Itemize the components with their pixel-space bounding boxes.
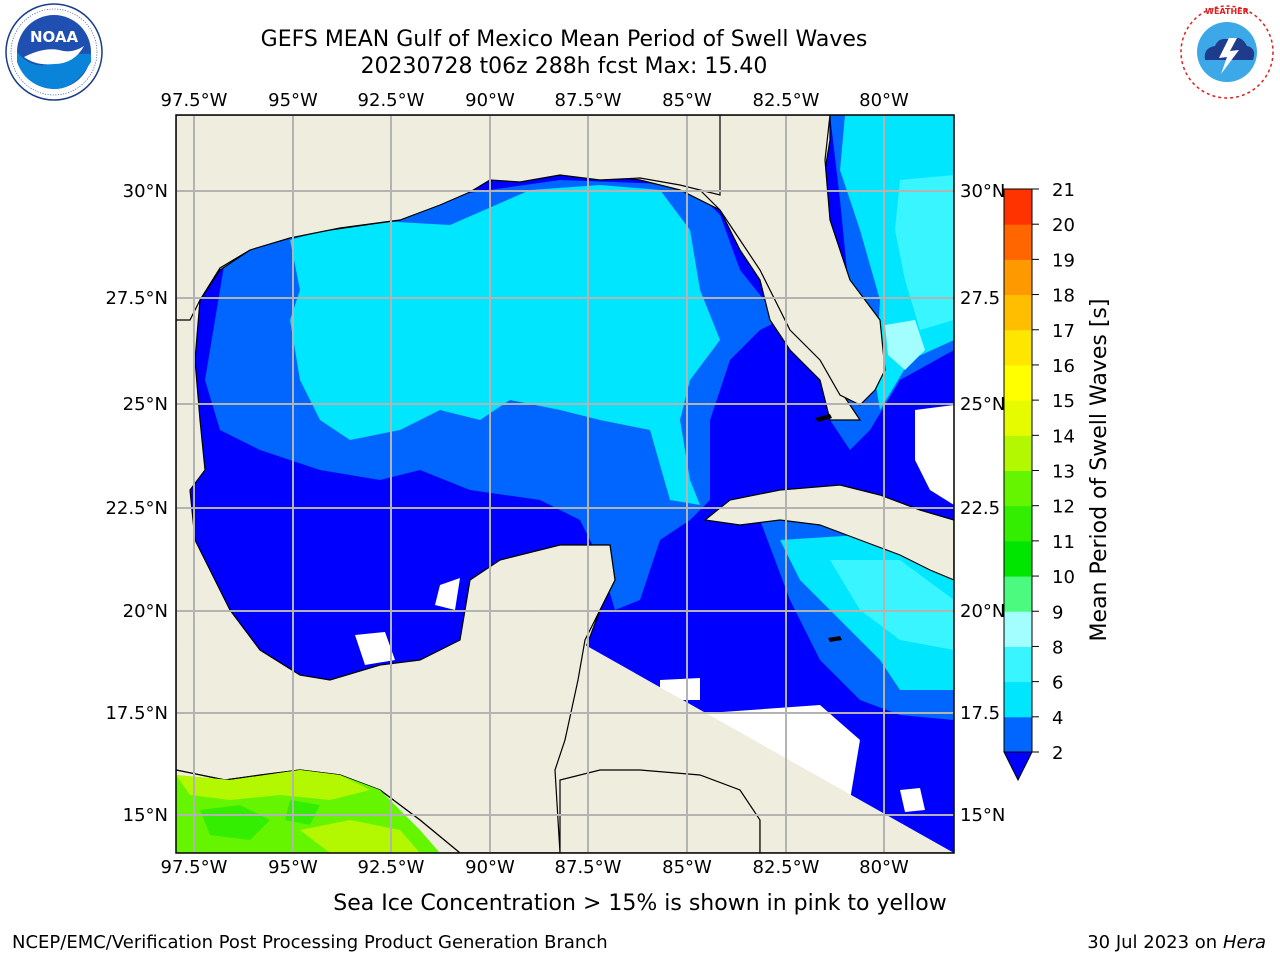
colorbar-swatch — [1004, 189, 1032, 225]
national-weather-service-logo: WEATHER — [1180, 5, 1274, 99]
colorbar-tick-label: 10 — [1052, 567, 1075, 588]
no-data-patch — [915, 405, 954, 505]
colorbar-tick-label: 17 — [1052, 321, 1075, 342]
lat-ticks-left: 30°N 27.5°N 25°N 22.5°N 20°N 17.5°N 15°N — [105, 181, 168, 826]
noaa-logo: NOAA — [5, 3, 103, 101]
lon-tick-top: 80°W — [859, 90, 909, 111]
chart-title: GEFS MEAN Gulf of Mexico Mean Period of … — [260, 27, 868, 52]
lon-tick-top: 87.5°W — [555, 90, 622, 111]
land-florida — [699, 115, 886, 406]
lon-tick-bottom: 95°W — [268, 857, 318, 878]
colorbar-tick-label: 19 — [1052, 250, 1075, 271]
colorbar-extend-arrow — [1003, 751, 1033, 782]
swell-field-8-9s — [885, 320, 925, 370]
lon-tick-bottom: 97.5°W — [161, 857, 228, 878]
colorbar-tick-label: 8 — [1052, 637, 1063, 658]
chart-subtitle: 20230728 t06z 288h fcst Max: 15.40 — [360, 54, 768, 79]
lat-tick-left: 15°N — [123, 805, 168, 826]
lat-tick-left: 30°N — [123, 181, 168, 202]
colorbar-swatch — [1004, 505, 1032, 542]
colorbar-tick-label: 11 — [1052, 532, 1075, 553]
colorbar-swatch — [1004, 364, 1032, 401]
map-frame — [175, 114, 955, 854]
lon-tick-top: 90°W — [465, 90, 515, 111]
svg-text:NOAA: NOAA — [30, 28, 79, 46]
lat-tick-right: 15°N — [960, 805, 1005, 826]
colorbar-swatch — [1004, 259, 1032, 296]
swell-field-12-14s — [176, 770, 420, 853]
lat-tick-left: 22.5°N — [105, 498, 168, 519]
colorbar-swatch — [1004, 435, 1032, 471]
lon-tick-top: 97.5°W — [161, 90, 228, 111]
lat-tick-left: 17.5°N — [105, 703, 168, 724]
lat-tick-left: 25°N — [123, 394, 168, 415]
host-name: Hera — [1222, 932, 1266, 953]
lat-tick-left: 27.5°N — [105, 288, 168, 309]
colorbar-swatch — [1004, 716, 1032, 753]
lat-lon-grid — [176, 115, 954, 853]
colorbar-tick-label: 12 — [1052, 497, 1075, 518]
colorbar-tick-label: 9 — [1052, 602, 1063, 623]
colorbar-tick-label: 20 — [1052, 215, 1075, 236]
colorbar-swatch — [1004, 576, 1032, 612]
lon-ticks-top: 97.5°W 95°W 92.5°W 90°W 87.5°W 85°W 82.5… — [161, 90, 909, 111]
lat-tick-left: 20°N — [123, 601, 168, 622]
colorbar-swatch — [1004, 646, 1032, 683]
colorbar-tick-label: 15 — [1052, 391, 1075, 412]
colorbar-swatch — [1004, 400, 1032, 436]
credit-line: NCEP/EMC/Verification Post Processing Pr… — [12, 932, 608, 953]
lon-tick-top: 82.5°W — [753, 90, 820, 111]
date-stamp: 30 Jul 2023 on Hera — [1087, 932, 1266, 953]
lon-tick-bottom: 87.5°W — [555, 857, 622, 878]
colorbar-swatch — [1004, 611, 1032, 647]
lat-tick-right: 25°N — [960, 394, 1005, 415]
colorbar-swatch — [1004, 681, 1032, 718]
date-text: 30 Jul 2023 on — [1087, 932, 1218, 953]
land-us-gulf-coast — [176, 115, 721, 321]
colorbar-swatch — [1004, 224, 1032, 260]
lat-tick-right: 20°N — [960, 601, 1005, 622]
colorbar-label: Mean Period of Swell Waves [s] — [1087, 299, 1112, 642]
lon-tick-top: 92.5°W — [358, 90, 425, 111]
colorbar-swatch — [1004, 329, 1032, 366]
lon-ticks-bottom: 97.5°W 95°W 92.5°W 90°W 87.5°W 85°W 82.5… — [161, 857, 909, 878]
colorbar-tick-label: 18 — [1052, 286, 1075, 307]
lon-tick-bottom: 85°W — [662, 857, 712, 878]
colorbar-tick-label: 6 — [1052, 673, 1063, 694]
lat-tick-right: 17.5 — [960, 703, 1000, 724]
colorbar-swatch — [1004, 470, 1032, 507]
svg-text:WEATHER: WEATHER — [1205, 7, 1249, 16]
land-central-america — [176, 544, 954, 853]
colorbar-tick-label: 2 — [1052, 743, 1063, 764]
lon-tick-top: 85°W — [662, 90, 712, 111]
colorbar-tick-label: 16 — [1052, 356, 1075, 377]
swell-field-6-8s-east — [830, 560, 954, 650]
lon-tick-bottom: 90°W — [465, 857, 515, 878]
lat-tick-right: 30°N — [960, 181, 1005, 202]
colorbar-swatch — [1004, 294, 1032, 331]
swell-field-6-8s — [895, 175, 954, 330]
lon-tick-top: 95°W — [268, 90, 318, 111]
swell-field-10-11s — [200, 800, 320, 840]
colorbar-swatch — [1004, 540, 1032, 577]
lon-tick-bottom: 80°W — [859, 857, 909, 878]
lon-tick-bottom: 82.5°W — [753, 857, 820, 878]
lat-ticks-right: 30°N 27.5 25°N 22.5 20°N 17.5 15°N — [960, 181, 1005, 826]
lon-tick-bottom: 92.5°W — [358, 857, 425, 878]
lat-tick-right: 22.5 — [960, 498, 1000, 519]
colorbar-tick-label: 14 — [1052, 426, 1075, 447]
lat-tick-right: 27.5 — [960, 288, 1000, 309]
colorbar-tick-label: 4 — [1052, 708, 1063, 729]
sea-ice-note: Sea Ice Concentration > 15% is shown in … — [333, 891, 947, 916]
colorbar-tick-label: 13 — [1052, 462, 1075, 483]
swell-field-4-6s — [290, 185, 720, 505]
colorbar: 2 4 6 8 9 10 11 12 13 14 15 16 17 18 19 20 21 — [1003, 180, 1075, 782]
colorbar-tick-label: 21 — [1052, 180, 1075, 201]
